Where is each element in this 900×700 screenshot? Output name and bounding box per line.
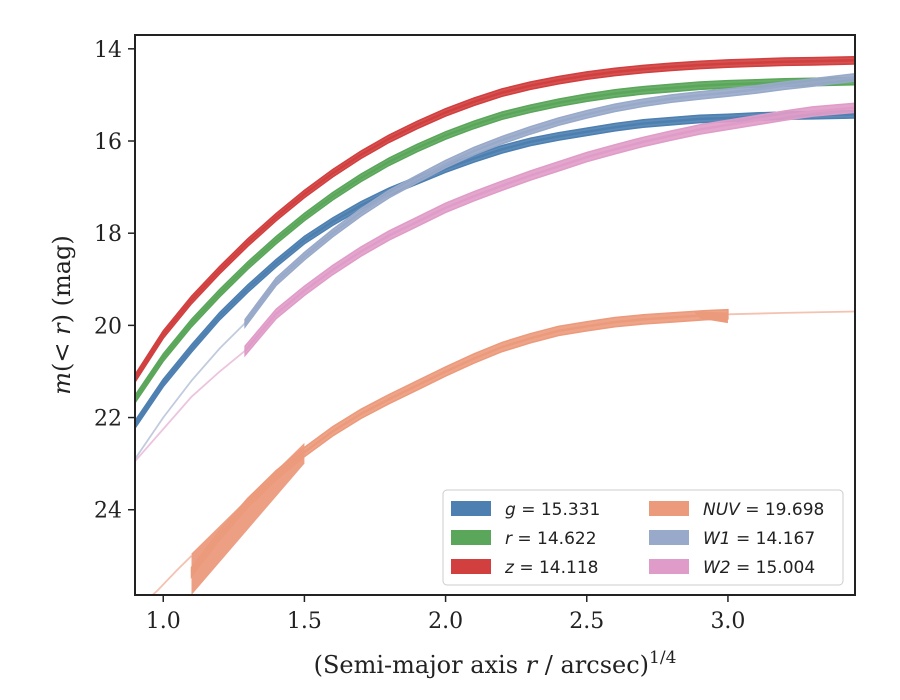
legend: g = 15.331 r = 14.622 z = 14.118 NUV = 19.6…	[442, 489, 844, 586]
x-tick-label: 2.5	[569, 609, 604, 634]
plot-area	[135, 55, 855, 595]
legend-box	[442, 489, 844, 586]
series-nuv-error-wedge	[191, 442, 305, 595]
series-w2-faint-line	[135, 350, 246, 462]
legend-swatch-z	[451, 559, 491, 574]
legend-swatch-nuv	[649, 501, 689, 516]
series-w1-line	[244, 76, 855, 324]
legend-label-w1: W1 = 14.167	[703, 529, 815, 549]
series-r-line	[135, 79, 855, 400]
series-z-band	[135, 55, 855, 384]
legend-swatch-w2	[649, 559, 689, 574]
plot-frame	[134, 34, 856, 596]
ticks: 1.0 1.5 2.0 2.5 3.0 14 16 18 20 22 24	[94, 38, 745, 634]
series-w1-faint-line	[135, 322, 246, 460]
series-w1-band	[244, 72, 855, 330]
x-tick-label: 1.5	[287, 609, 322, 634]
y-axis-title: m(< r) (mag)	[48, 235, 76, 395]
legend-label-r: r = 14.622	[505, 529, 597, 549]
series-z-line	[135, 59, 855, 380]
series-w2-line	[244, 106, 855, 352]
series-g-band	[135, 109, 855, 430]
series-w2-band	[244, 102, 855, 358]
legend-swatch-w1	[649, 530, 689, 545]
series-g-line	[135, 113, 855, 426]
y-tick-label: 24	[94, 499, 122, 524]
y-tick-label: 18	[94, 222, 122, 247]
series-nuv-faint-tail	[727, 310, 855, 316]
y-tick-label: 20	[94, 314, 122, 339]
y-tick-label: 22	[94, 407, 122, 432]
legend-label-nuv: NUV = 19.698	[703, 500, 824, 520]
series-r-band	[135, 76, 855, 405]
legend-swatch-g	[451, 501, 491, 516]
x-axis-title: (Semi-major axis r / arcsec)1/4	[314, 648, 677, 679]
series-nuv-faint-line	[151, 555, 193, 595]
y-tick-label: 16	[94, 130, 122, 155]
x-tick-label: 1.0	[146, 609, 181, 634]
x-tick-label: 2.0	[428, 609, 463, 634]
y-tick-label: 14	[94, 38, 122, 63]
legend-swatch-r	[451, 530, 491, 545]
series-nuv-error-tail	[694, 311, 728, 324]
legend-label-g: g = 15.331	[505, 500, 600, 520]
x-tick-label: 3.0	[710, 609, 745, 634]
legend-label-z: z = 14.118	[504, 558, 598, 578]
legend-label-w2: W2 = 15.004	[703, 558, 815, 578]
